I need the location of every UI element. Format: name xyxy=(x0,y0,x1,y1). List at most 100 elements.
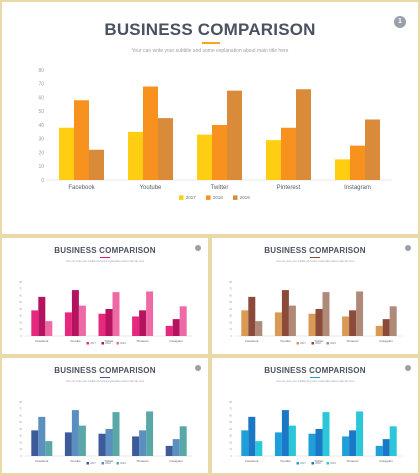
slide-title: BUSINESS COMPARISON xyxy=(104,20,316,39)
legend-swatch xyxy=(311,462,314,465)
slide-subtitle: Your can write your subtitle and some ex… xyxy=(131,48,289,54)
legend-label: 2017 xyxy=(90,462,96,465)
y-tick-label: 50 xyxy=(229,301,232,304)
y-tick-label: 70 xyxy=(19,408,22,411)
bar-pinterest-2017 xyxy=(132,436,140,456)
x-category-label: Youtube xyxy=(280,459,291,463)
bar-facebook-2018 xyxy=(248,416,256,456)
y-tick-label: 70 xyxy=(38,82,44,88)
legend-label: 2019 xyxy=(120,462,126,465)
bar-twitter-2018 xyxy=(212,125,227,180)
legend-swatch xyxy=(206,195,211,200)
x-category-label: Twitter xyxy=(315,339,324,343)
bar-instagram-2019 xyxy=(179,426,187,456)
bar-youtube-2018 xyxy=(71,290,79,336)
bar-facebook-2019 xyxy=(255,321,263,336)
y-tick-label: 40 xyxy=(38,123,44,129)
bar-twitter-2019 xyxy=(322,412,330,456)
bar-pinterest-2018 xyxy=(281,127,296,180)
bar-pinterest-2019 xyxy=(356,291,364,336)
bar-pinterest-2017 xyxy=(342,316,350,336)
bar-twitter-2017 xyxy=(308,433,316,456)
y-tick-label: 20 xyxy=(19,441,22,444)
bar-instagram-2018 xyxy=(350,145,365,180)
x-category-label: Facebook xyxy=(35,459,49,463)
bar-youtube-2018 xyxy=(71,410,79,456)
y-tick-label: 80 xyxy=(19,401,22,404)
slide-subtitle: Your can write your subtitle and some ex… xyxy=(65,260,145,263)
bar-instagram-2017 xyxy=(165,445,173,456)
y-tick-label: 30 xyxy=(19,435,22,438)
y-tick-label: 0 xyxy=(41,178,44,184)
y-tick-label: 30 xyxy=(38,137,44,143)
bar-facebook-2017 xyxy=(241,310,249,336)
y-tick-label: 0 xyxy=(21,335,23,338)
x-category-label: Pinterest xyxy=(347,459,359,463)
y-tick-label: 60 xyxy=(229,414,232,417)
x-category-label: Facebook xyxy=(245,459,259,463)
page-number-badge xyxy=(195,245,201,251)
bar-pinterest-2017 xyxy=(132,316,140,336)
bar-youtube-2018 xyxy=(281,290,289,336)
legend-swatch xyxy=(116,462,119,465)
slide-title: BUSINESS COMPARISON xyxy=(264,246,366,255)
bar-youtube-2019 xyxy=(288,425,296,456)
bar-youtube-2017 xyxy=(64,432,72,456)
page-number-badge xyxy=(195,365,201,371)
x-category-label: Facebook xyxy=(68,185,95,191)
title-accent-line xyxy=(310,257,320,258)
bar-instagram-2017 xyxy=(335,159,350,180)
bar-twitter-2019 xyxy=(112,412,120,456)
x-category-label: Instagram xyxy=(380,339,394,343)
bar-instagram-2017 xyxy=(375,325,383,336)
x-category-label: Twitter xyxy=(211,185,229,191)
bar-pinterest-2017 xyxy=(266,140,281,180)
legend-label: 2018 xyxy=(105,342,111,345)
page-number-badge xyxy=(405,365,411,371)
bar-facebook-2018 xyxy=(38,416,46,456)
y-tick-label: 10 xyxy=(19,448,22,451)
bar-chart: 0 10 20 30 40 50 60 70 80 Facebook Youtube Twitter P… xyxy=(38,68,392,200)
bar-facebook-2019 xyxy=(255,441,263,456)
legend-label: 2019 xyxy=(330,462,336,465)
bar-pinterest-2019 xyxy=(296,89,311,180)
y-tick-label: 40 xyxy=(229,428,232,431)
x-category-label: Twitter xyxy=(105,459,114,463)
y-tick-label: 60 xyxy=(19,294,22,297)
slide-brown: BUSINESS COMPARISON Your can write your … xyxy=(212,238,418,354)
y-tick-label: 20 xyxy=(19,321,22,324)
bar-twitter-2019 xyxy=(227,90,242,180)
y-tick-label: 80 xyxy=(19,281,22,284)
x-category-label: Instagram xyxy=(170,459,184,463)
bar-facebook-2018 xyxy=(38,296,46,336)
bar-facebook-2017 xyxy=(31,310,39,336)
bar-instagram-2019 xyxy=(389,306,397,336)
slide-cyan: BUSINESS COMPARISON Your can write your … xyxy=(212,358,418,473)
legend-label: 2018 xyxy=(105,462,111,465)
slide-title: BUSINESS COMPARISON xyxy=(54,246,156,255)
y-tick-label: 60 xyxy=(229,294,232,297)
page-number-badge: 1 xyxy=(394,16,406,28)
x-category-label: Facebook xyxy=(245,339,259,343)
title-accent-line xyxy=(100,257,110,258)
y-tick-label: 30 xyxy=(229,315,232,318)
bar-instagram-2018 xyxy=(382,319,390,336)
bar-youtube-2019 xyxy=(288,305,296,336)
y-tick-label: 80 xyxy=(38,68,44,74)
bar-instagram-2017 xyxy=(165,325,173,336)
legend-swatch xyxy=(116,342,119,345)
x-category-label: Facebook xyxy=(35,339,49,343)
y-tick-label: 60 xyxy=(38,95,44,101)
bar-facebook-2017 xyxy=(59,127,74,180)
y-tick-label: 0 xyxy=(231,455,233,458)
bar-instagram-2019 xyxy=(365,119,380,180)
x-category-label: Twitter xyxy=(315,459,324,463)
legend-swatch xyxy=(179,195,184,200)
bar-chart: 0 10 20 30 40 50 60 70 80 Facebook Youtube Twitter P… xyxy=(19,401,193,465)
slide-title: BUSINESS COMPARISON xyxy=(54,366,156,375)
bar-youtube-2019 xyxy=(158,118,173,180)
slide-navy: BUSINESS COMPARISON Your can write your … xyxy=(2,358,208,473)
bar-twitter-2018 xyxy=(105,429,113,456)
x-category-label: Youtube xyxy=(70,339,81,343)
bar-twitter-2017 xyxy=(197,134,212,180)
